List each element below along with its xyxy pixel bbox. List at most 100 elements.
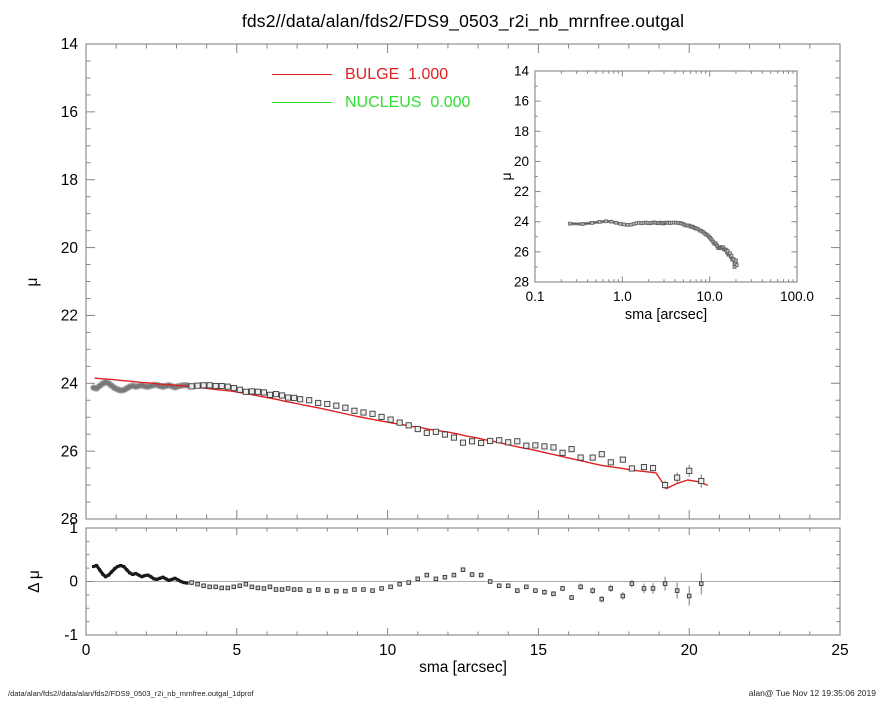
observed-band-dot [151,382,156,387]
residual-band-dot [155,577,159,581]
residual-band-dot [116,565,120,569]
observed-point [324,400,331,408]
residual-point [478,572,484,578]
residual-point [415,576,421,582]
inset-x-axis-label: sma [arcsec] [625,307,707,323]
observed-point [396,419,403,426]
observed-point [387,416,394,423]
observed-point [260,389,267,396]
observed-point [254,388,261,395]
residual-point [388,584,393,590]
residual-point [243,581,249,587]
inset-y-tick-label: 24 [514,214,530,229]
inset-point [618,221,623,226]
observed-point [278,392,286,399]
observed-band-dot [121,388,126,393]
residual-band-dot [185,581,189,585]
inset-x-tick-label: 100.0 [780,289,814,304]
inset-panel: 0.1 1.0 10.0 100.0 14 16 18 20 22 24 26 28 sma [arcs… [498,64,814,324]
observed-band-dot [109,383,114,388]
observed-band-dot [148,384,153,388]
inset-y-tick-label: 14 [514,64,530,79]
inset-point [622,222,627,227]
residual-x-tick-label: 25 [831,642,848,659]
residual-point [343,588,348,594]
residual-point [207,584,212,590]
residual-band-dot [182,581,186,585]
residual-point [201,583,206,589]
residual-x-tick-label: 15 [530,642,547,659]
residual-point [662,581,668,586]
residual-band-dot [170,577,174,581]
observed-point [450,434,458,441]
observed-band-dot [172,385,177,390]
bulge-model-line [94,377,708,490]
main-panel: 14 16 18 20 22 24 26 28 μ [24,36,841,528]
residual-point [460,567,466,572]
observed-point [236,386,243,393]
residual-point [291,587,297,592]
observed-point [598,451,605,458]
observed-point [248,388,255,395]
observed-band-dot [130,383,135,388]
observed-point [468,438,476,445]
observed-point [230,384,237,392]
inset-y-tick-label: 28 [514,275,529,290]
chart-title: fds2//data/alan/fds2/FDS9_0503_r2i_nb_mr… [241,11,685,31]
observed-band-dot [106,381,111,386]
observed-point [674,474,681,481]
residual-band-dot [152,577,156,581]
inset-x-tick-label: 0.1 [526,289,545,304]
residual-point [315,587,321,592]
residual-point [451,572,457,578]
legend-label-nucleus: NUCLEUS 0.000 [345,94,471,111]
residual-point [599,596,604,602]
observed-point [505,439,512,446]
residual-point [590,588,595,593]
observed-point [487,437,494,445]
residual-point [569,595,574,600]
inset-x-tick-label: 1.0 [613,289,632,304]
inset-point [604,219,608,224]
residual-y-tick-label: -1 [64,627,78,644]
residual-point [542,589,547,595]
residual-band-dot [179,580,183,583]
observed-point [206,382,213,389]
observed-point [628,465,635,472]
observed-band-dot [133,384,138,389]
observed-point [541,443,548,450]
inset-bg [535,71,797,282]
residual-point [297,587,303,592]
residual-band-dot [149,575,153,579]
residual-point [533,588,538,593]
inset-point [734,263,739,267]
observed-point [523,442,530,449]
residual-point [370,588,375,593]
observed-point [532,442,539,449]
inset-point [614,220,619,225]
observed-point [242,388,249,395]
inset-y-tick-label: 22 [514,184,529,199]
observed-band-dot [145,384,150,389]
residual-band-dot [113,567,117,571]
observed-point [662,482,669,489]
residual-band-dot [167,578,171,582]
residual-point [225,585,231,591]
legend-line-nucleus [272,102,332,103]
residual-point [469,572,475,577]
x-axis-label: sma [arcsec] [419,659,507,676]
inset-point [597,220,602,224]
observed-band-dot [139,383,144,388]
observed-band-dot [127,384,132,389]
observed-point [698,477,705,485]
main-y-tick-label: 20 [61,240,79,257]
observed-point [589,454,596,461]
residual-band-dot [140,575,144,579]
observed-point [291,394,298,401]
observed-band-dot [118,388,123,393]
observed-point [200,382,207,389]
observed-point [514,438,521,445]
residual-band-dot [125,568,129,572]
observed-point [686,467,693,474]
observed-point [478,439,485,447]
